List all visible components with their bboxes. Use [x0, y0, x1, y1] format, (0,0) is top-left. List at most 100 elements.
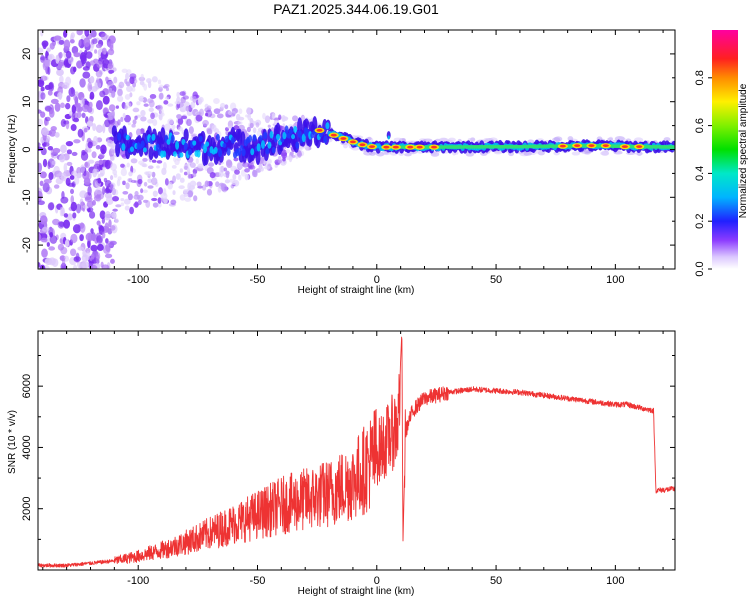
spectrogram-noise-cell: [47, 54, 53, 60]
spectrogram-envelope-cell: [343, 143, 348, 149]
spectrogram-halo-cell: [126, 162, 130, 168]
spectrogram-halo-cell: [263, 159, 269, 167]
spectrogram-halo-cell: [111, 188, 117, 196]
spectrogram-halo-cell: [187, 174, 192, 179]
spectrogram-halo-cell: [280, 149, 288, 157]
spectrogram-envelope-cell: [553, 136, 563, 142]
spectrogram-halo-cell: [292, 115, 299, 122]
spectrogram-halo-cell: [183, 171, 188, 176]
spectrogram-noise-cell: [109, 155, 115, 162]
spectrogram-noise-cell: [88, 211, 96, 219]
spectrogram-noise-cell: [40, 92, 46, 100]
spectrogram-halo-cell: [189, 185, 195, 190]
spectrogram-envelope-cell: [663, 137, 671, 142]
spectrogram-hot-core: [621, 145, 628, 149]
colorbar-label: Normalized spectral amplitude: [738, 83, 749, 218]
spectrogram-noise-cell: [96, 235, 103, 244]
spectrogram-ridge-core: [183, 142, 188, 150]
spectrogram-envelope-cell: [404, 152, 412, 157]
spectrogram-noise-cell: [76, 61, 82, 69]
spectrogram-halo-cell: [132, 119, 137, 125]
spectrogram-halo-cell: [116, 179, 121, 187]
spectrogram-halo-cell: [285, 149, 291, 154]
spectrogram-noise-cell: [95, 253, 100, 264]
spectrogram-y-tick-label: 20: [21, 48, 33, 60]
spectrogram-halo-cell: [160, 108, 164, 115]
spectrogram-noise-cell: [38, 262, 41, 268]
spectrogram-halo-cell: [263, 166, 271, 170]
spectrogram-ridge-core: [291, 134, 296, 140]
spectrogram-noise-cell: [49, 231, 54, 238]
spectrogram-noise-cell: [104, 253, 113, 259]
spectrogram-ridge-core: [267, 141, 272, 149]
spectrogram-noise-cell: [74, 176, 80, 185]
spectrogram-halo-cell: [147, 165, 154, 170]
spectrogram-ridge-core: [166, 139, 171, 145]
spectrogram-noise-cell: [63, 213, 69, 218]
spectrogram-ridge-core: [271, 146, 276, 154]
spectrogram-noise-cell: [77, 91, 84, 101]
spectrogram-noise-cell: [104, 179, 112, 188]
spectrogram-halo-cell: [167, 181, 173, 190]
spectrogram-noise-cell: [101, 47, 107, 55]
spectrogram-noise-cell: [40, 237, 48, 243]
spectrogram-noise-cell: [56, 68, 64, 77]
spectrogram-halo-cell: [277, 159, 282, 164]
spectrogram-noise-cell: [67, 213, 73, 221]
spectrogram-ridge-core: [117, 132, 122, 141]
spectrogram-ridge-core: [286, 132, 291, 139]
spectrogram-halo-cell: [156, 160, 163, 164]
spectrogram-halo-cell: [125, 81, 131, 87]
spectrogram-halo-cell: [170, 199, 177, 205]
spectrogram-noise-cell: [104, 222, 109, 233]
spectrogram-noise-cell: [50, 98, 59, 104]
spectrogram-halo-cell: [163, 197, 168, 205]
spectrogram-halo-cell: [179, 177, 185, 183]
spectrogram-halo-cell: [217, 185, 222, 193]
spectrogram-halo-cell: [208, 162, 215, 167]
spectrogram-halo-cell: [115, 204, 122, 208]
spectrogram-ridge-core: [125, 134, 130, 141]
spectrogram-halo-cell: [188, 126, 194, 135]
spectrogram-noise-cell: [64, 239, 70, 248]
snr-x-tick-label: -50: [250, 575, 266, 587]
spectrogram-halo-cell: [127, 193, 133, 201]
spectrogram-halo-cell: [134, 201, 139, 208]
spectrogram-hot-core: [392, 145, 399, 149]
spectrogram-halo-cell: [140, 109, 146, 117]
spectrogram-hot-core: [340, 137, 347, 140]
spectrogram-halo-cell: [187, 190, 194, 198]
spectrogram-envelope-cell: [535, 149, 540, 154]
spectrogram-noise-cell: [71, 104, 77, 114]
spectrogram-noise-cell: [80, 201, 85, 211]
spectrogram-halo-cell: [134, 190, 139, 197]
spectrogram-halo-cell: [244, 168, 250, 173]
spectrogram-noise-cell: [99, 90, 106, 98]
spectrogram-halo-cell: [161, 167, 167, 176]
spectrogram-halo-cell: [116, 95, 124, 102]
spectrogram-halo-cell: [125, 72, 130, 80]
snr-y-tick-label: 4000: [21, 435, 33, 459]
spectrogram-ridge-core: [263, 131, 268, 140]
spectrogram-ridge-core: [226, 147, 231, 156]
spectrogram-ridge-core: [293, 125, 298, 133]
spectrogram-halo-cell: [136, 101, 141, 106]
spectrogram-halo-cell: [249, 122, 254, 129]
spectrogram-noise-cell: [38, 162, 43, 173]
spectrogram-halo-cell: [164, 178, 169, 186]
spectrogram-envelope-cell: [571, 151, 581, 156]
spectrogram-ridge-core: [196, 149, 201, 158]
spectrogram-halo-cell: [238, 108, 243, 115]
spectrogram-halo-cell: [130, 165, 134, 174]
colorbar-gradient: [712, 30, 738, 269]
spectrogram-halo-cell: [197, 163, 205, 169]
spectrogram-noise-cell: [98, 153, 105, 159]
spectrogram-ridge-core: [252, 134, 257, 142]
spectrogram-noise-cell: [84, 30, 90, 37]
spectrogram-ridge-core: [192, 140, 197, 146]
spectrogram-ridge-core: [250, 148, 255, 156]
spectrogram-halo-cell: [107, 81, 114, 87]
spectrogram-halo-cell: [255, 122, 260, 128]
spectrogram-hot-core: [574, 144, 581, 148]
